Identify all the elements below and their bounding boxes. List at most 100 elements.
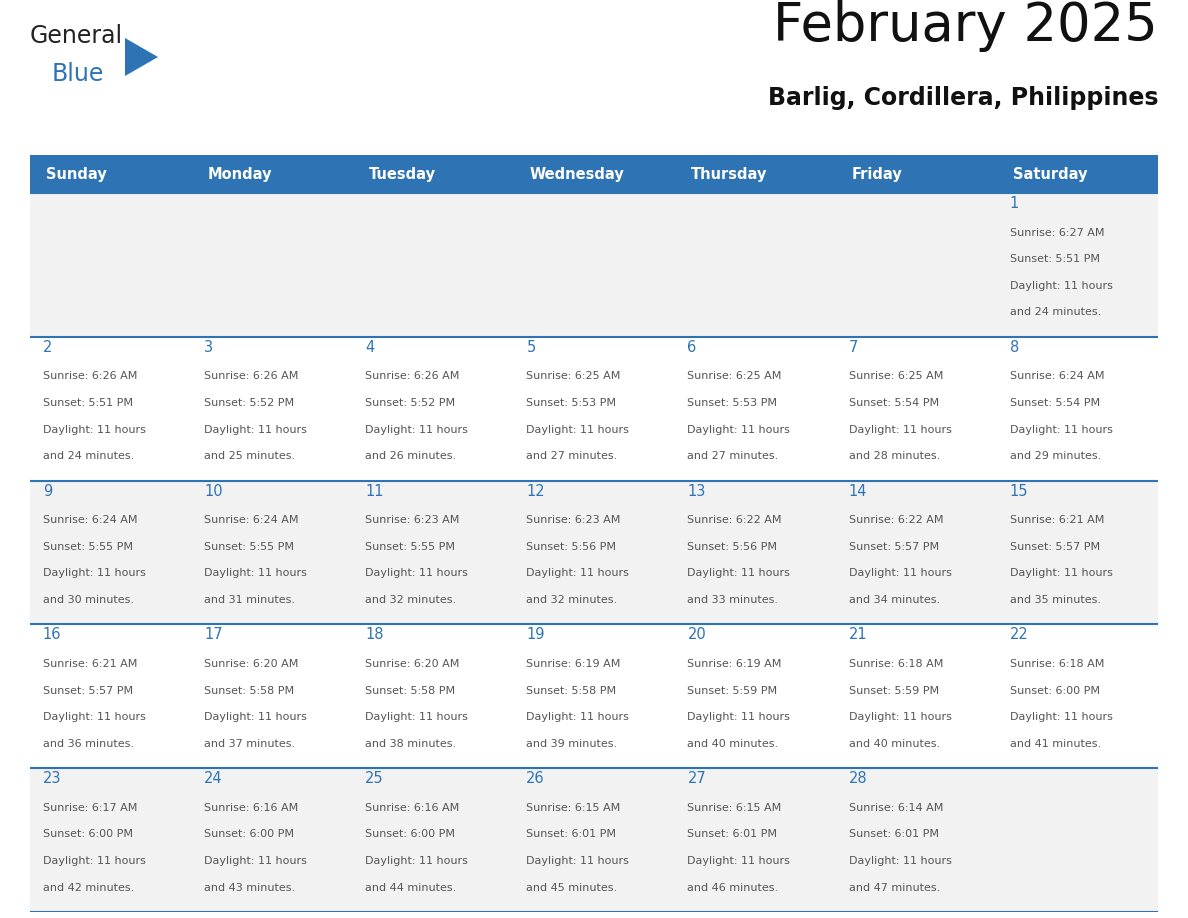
Text: Daylight: 11 hours: Daylight: 11 hours: [204, 568, 307, 578]
Text: and 25 minutes.: and 25 minutes.: [204, 451, 295, 461]
Text: Daylight: 11 hours: Daylight: 11 hours: [1010, 281, 1113, 291]
Text: Sunset: 5:59 PM: Sunset: 5:59 PM: [688, 686, 778, 696]
Text: Daylight: 11 hours: Daylight: 11 hours: [848, 712, 952, 722]
Text: Daylight: 11 hours: Daylight: 11 hours: [526, 424, 630, 434]
Polygon shape: [125, 38, 158, 76]
Text: Sunrise: 6:24 AM: Sunrise: 6:24 AM: [204, 515, 298, 525]
Text: 28: 28: [848, 771, 867, 786]
Text: Sunset: 6:01 PM: Sunset: 6:01 PM: [526, 829, 617, 839]
Text: Sunset: 5:58 PM: Sunset: 5:58 PM: [365, 686, 455, 696]
Text: Daylight: 11 hours: Daylight: 11 hours: [43, 856, 146, 866]
Text: Sunrise: 6:16 AM: Sunrise: 6:16 AM: [204, 802, 298, 812]
Text: Tuesday: Tuesday: [368, 166, 435, 182]
Text: Daylight: 11 hours: Daylight: 11 hours: [365, 424, 468, 434]
Text: Daylight: 11 hours: Daylight: 11 hours: [204, 424, 307, 434]
Text: Sunset: 5:58 PM: Sunset: 5:58 PM: [526, 686, 617, 696]
Text: Daylight: 11 hours: Daylight: 11 hours: [1010, 424, 1113, 434]
Bar: [30, 155, 191, 193]
Text: Daylight: 11 hours: Daylight: 11 hours: [526, 712, 630, 722]
Text: Sunset: 5:55 PM: Sunset: 5:55 PM: [204, 542, 295, 552]
Text: Daylight: 11 hours: Daylight: 11 hours: [526, 568, 630, 578]
Text: 4: 4: [365, 340, 374, 355]
Text: 20: 20: [688, 627, 706, 643]
Text: Daylight: 11 hours: Daylight: 11 hours: [526, 856, 630, 866]
Text: 1: 1: [1010, 196, 1019, 211]
Text: Daylight: 11 hours: Daylight: 11 hours: [1010, 568, 1113, 578]
Bar: [675, 155, 835, 193]
Text: Wednesday: Wednesday: [530, 166, 624, 182]
Bar: [191, 155, 353, 193]
Text: Sunset: 5:53 PM: Sunset: 5:53 PM: [526, 397, 617, 408]
Text: and 36 minutes.: and 36 minutes.: [43, 739, 134, 749]
Text: Sunrise: 6:22 AM: Sunrise: 6:22 AM: [688, 515, 782, 525]
Text: Sunset: 5:57 PM: Sunset: 5:57 PM: [43, 686, 133, 696]
Text: Sunrise: 6:23 AM: Sunrise: 6:23 AM: [365, 515, 460, 525]
Text: 18: 18: [365, 627, 384, 643]
Text: and 28 minutes.: and 28 minutes.: [848, 451, 940, 461]
Text: Sunset: 5:57 PM: Sunset: 5:57 PM: [848, 542, 939, 552]
Text: Daylight: 11 hours: Daylight: 11 hours: [848, 856, 952, 866]
Text: Sunrise: 6:19 AM: Sunrise: 6:19 AM: [526, 659, 620, 669]
Text: and 32 minutes.: and 32 minutes.: [526, 595, 618, 605]
Text: Sunrise: 6:25 AM: Sunrise: 6:25 AM: [526, 371, 620, 381]
Text: 24: 24: [204, 771, 222, 786]
Text: Daylight: 11 hours: Daylight: 11 hours: [688, 424, 790, 434]
Text: Sunset: 6:01 PM: Sunset: 6:01 PM: [688, 829, 777, 839]
Text: and 46 minutes.: and 46 minutes.: [688, 882, 778, 892]
Text: Daylight: 11 hours: Daylight: 11 hours: [365, 856, 468, 866]
Text: and 29 minutes.: and 29 minutes.: [1010, 451, 1101, 461]
Text: 13: 13: [688, 484, 706, 498]
Text: Sunrise: 6:15 AM: Sunrise: 6:15 AM: [688, 802, 782, 812]
Text: 14: 14: [848, 484, 867, 498]
Text: Sunrise: 6:24 AM: Sunrise: 6:24 AM: [43, 515, 138, 525]
Text: Daylight: 11 hours: Daylight: 11 hours: [43, 568, 146, 578]
Text: and 47 minutes.: and 47 minutes.: [848, 882, 940, 892]
Text: 17: 17: [204, 627, 222, 643]
Text: and 30 minutes.: and 30 minutes.: [43, 595, 134, 605]
Text: Sunset: 6:00 PM: Sunset: 6:00 PM: [43, 829, 133, 839]
Text: 23: 23: [43, 771, 62, 786]
Text: and 31 minutes.: and 31 minutes.: [204, 595, 295, 605]
Text: Sunrise: 6:16 AM: Sunrise: 6:16 AM: [365, 802, 460, 812]
Text: 15: 15: [1010, 484, 1029, 498]
Bar: [30, 768, 1158, 912]
Text: Sunrise: 6:25 AM: Sunrise: 6:25 AM: [848, 371, 943, 381]
Text: and 33 minutes.: and 33 minutes.: [688, 595, 778, 605]
Text: Sunrise: 6:20 AM: Sunrise: 6:20 AM: [365, 659, 460, 669]
Text: Monday: Monday: [207, 166, 272, 182]
Text: and 26 minutes.: and 26 minutes.: [365, 451, 456, 461]
Text: and 39 minutes.: and 39 minutes.: [526, 739, 618, 749]
Text: 11: 11: [365, 484, 384, 498]
Text: Sunrise: 6:24 AM: Sunrise: 6:24 AM: [1010, 371, 1105, 381]
Text: Sunrise: 6:26 AM: Sunrise: 6:26 AM: [43, 371, 138, 381]
Text: Sunset: 5:54 PM: Sunset: 5:54 PM: [848, 397, 939, 408]
Text: Sunset: 5:53 PM: Sunset: 5:53 PM: [688, 397, 777, 408]
Text: Sunrise: 6:20 AM: Sunrise: 6:20 AM: [204, 659, 298, 669]
Bar: [513, 155, 675, 193]
Text: General: General: [30, 24, 124, 48]
Text: Sunset: 6:00 PM: Sunset: 6:00 PM: [365, 829, 455, 839]
Bar: [835, 155, 997, 193]
Text: Sunset: 5:56 PM: Sunset: 5:56 PM: [688, 542, 777, 552]
Text: Thursday: Thursday: [690, 166, 767, 182]
Text: Sunset: 6:01 PM: Sunset: 6:01 PM: [848, 829, 939, 839]
Bar: [30, 193, 1158, 337]
Text: Sunset: 6:00 PM: Sunset: 6:00 PM: [204, 829, 295, 839]
Text: Sunset: 6:00 PM: Sunset: 6:00 PM: [1010, 686, 1100, 696]
Bar: [997, 155, 1158, 193]
Text: Friday: Friday: [852, 166, 903, 182]
Text: Daylight: 11 hours: Daylight: 11 hours: [688, 856, 790, 866]
Text: Sunrise: 6:19 AM: Sunrise: 6:19 AM: [688, 659, 782, 669]
Text: Sunrise: 6:25 AM: Sunrise: 6:25 AM: [688, 371, 782, 381]
Text: Daylight: 11 hours: Daylight: 11 hours: [688, 712, 790, 722]
Text: 16: 16: [43, 627, 62, 643]
Text: 8: 8: [1010, 340, 1019, 355]
Text: Daylight: 11 hours: Daylight: 11 hours: [204, 712, 307, 722]
Text: and 35 minutes.: and 35 minutes.: [1010, 595, 1101, 605]
Text: and 43 minutes.: and 43 minutes.: [204, 882, 295, 892]
Text: Sunset: 5:59 PM: Sunset: 5:59 PM: [848, 686, 939, 696]
Text: Barlig, Cordillera, Philippines: Barlig, Cordillera, Philippines: [767, 86, 1158, 110]
Text: 5: 5: [526, 340, 536, 355]
Text: and 34 minutes.: and 34 minutes.: [848, 595, 940, 605]
Text: 26: 26: [526, 771, 545, 786]
